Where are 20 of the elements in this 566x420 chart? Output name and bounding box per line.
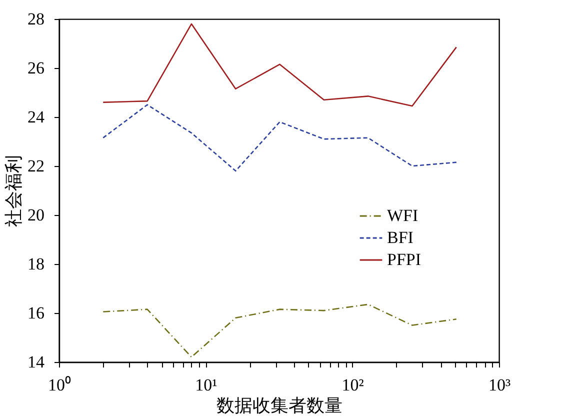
y-tick-label: 18 [28,254,44,274]
line-series [102,23,458,107]
y-tick-label: 14 [28,352,45,372]
legend-label: PFPI [387,250,422,269]
y-tick-label: 28 [28,10,44,28]
y-tick-label: 16 [28,304,44,322]
legend-label: BFI [387,228,414,247]
y-tick-label: 22 [28,156,44,176]
line-series [102,104,458,172]
y-axis-title: 社会福利 [4,155,24,227]
x-tick-label: 10¹ [195,376,218,394]
x-tick-label: 10⁰ [48,376,71,394]
y-tick-label: 20 [28,206,44,224]
y-tick-label: 26 [28,58,44,78]
x-tick-label: 10² [342,376,364,394]
x-axis-title: 数据收集者数量 [216,396,342,416]
line-series [102,304,458,358]
y-tick-label: 24 [28,108,45,126]
x-tick-label: 10³ [488,376,511,394]
legend-label: WFI [387,206,418,225]
